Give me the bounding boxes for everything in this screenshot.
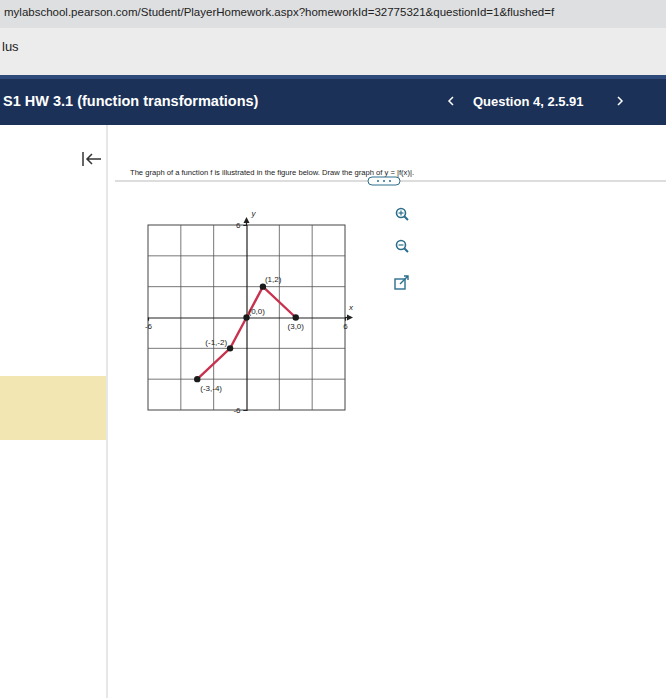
tick-label: -6: [145, 322, 153, 331]
data-layer: [194, 283, 299, 382]
tick: -6: [233, 406, 246, 415]
y-axis-title: y: [251, 209, 257, 218]
ext-arrow: [400, 276, 408, 284]
header-edge: [0, 75, 666, 79]
lens: [397, 241, 406, 250]
point: [227, 345, 233, 351]
side-highlight: [0, 376, 106, 440]
url[interactable]: mylabschool.pearson.com/Student/PlayerHo…: [4, 6, 555, 18]
prev-question[interactable]: [449, 97, 453, 105]
y-axis-extension: [246, 222, 247, 225]
sidebar-label: lus: [2, 39, 19, 54]
tick: -6: [145, 318, 153, 332]
x-axis-extension: [345, 317, 348, 318]
top-strip: [0, 28, 666, 75]
question-number: Question 4, 2.5.91: [473, 94, 584, 109]
minus: [399, 244, 404, 245]
collapse-bar: [82, 152, 84, 166]
tick-mark: [244, 410, 247, 411]
header-bar: [0, 75, 666, 125]
tick-mark: [244, 225, 247, 226]
zoom-in[interactable]: [397, 209, 409, 221]
graph: -6 6 -6 6 x y (-3,-4) (-1,-2) (0,0) (1,2) (3,0): [145, 209, 354, 415]
point-label: (3,0): [288, 322, 305, 331]
page: mylabschool.pearson.com/Student/PlayerHo…: [0, 0, 666, 698]
separator: [115, 181, 666, 182]
collapse-button[interactable]: [83, 152, 101, 166]
assignment-title: S1 HW 3.1 (function transformations): [3, 93, 259, 109]
tick-mark: [148, 318, 149, 321]
panel-divider: [107, 125, 108, 698]
point-label: (0,0): [249, 307, 266, 316]
collapse-arrow: [87, 154, 101, 164]
point: [260, 283, 266, 289]
function-graph: [197, 287, 296, 380]
plus: [400, 211, 401, 216]
point-label: (-3,-4): [200, 384, 222, 393]
expand-button[interactable]: [368, 177, 400, 185]
point-label: (-1,-2): [205, 338, 227, 347]
tick-label: 6: [343, 322, 348, 331]
tick-label: -6: [233, 406, 241, 415]
lens: [397, 209, 406, 218]
handle: [404, 248, 408, 252]
x-axis-title: x: [348, 303, 354, 312]
plot-frame: [148, 225, 345, 410]
address-bar: [0, 0, 666, 28]
point: [293, 314, 299, 320]
question-text: The graph of a function f is illustrated…: [130, 168, 414, 177]
expand-dot: [383, 180, 385, 182]
handle: [404, 216, 408, 220]
point: [194, 376, 200, 382]
next-question[interactable]: [618, 97, 622, 105]
point-label: (1,2): [265, 275, 282, 284]
tick-label: 6: [236, 221, 241, 230]
expand-dot: [389, 180, 391, 182]
expand-dot: [377, 180, 379, 182]
open-external[interactable]: [395, 276, 408, 289]
zoom-out[interactable]: [397, 241, 409, 253]
